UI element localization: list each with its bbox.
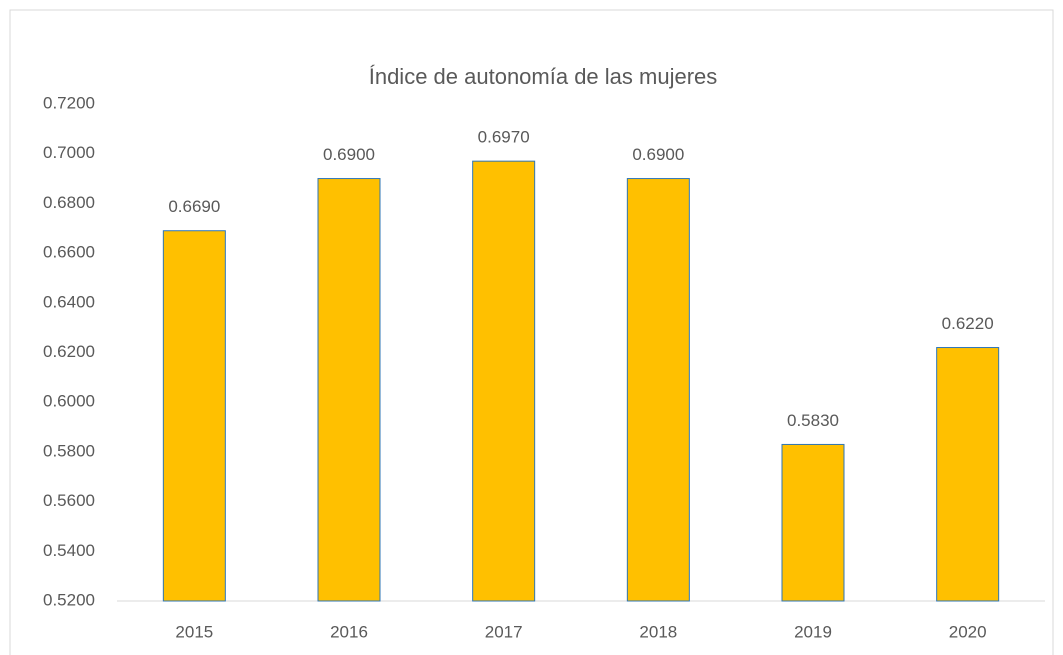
x-tick-label: 2019 — [794, 622, 832, 641]
y-tick-label: 0.6600 — [43, 243, 95, 262]
data-label: 0.6900 — [323, 145, 375, 164]
y-tick-label: 0.5400 — [43, 541, 95, 560]
bar — [626, 178, 690, 602]
x-tick-label: 2020 — [949, 622, 987, 641]
y-tick-label: 0.6400 — [43, 292, 95, 311]
y-tick-label: 0.7000 — [43, 143, 95, 162]
x-tick-label: 2017 — [485, 622, 523, 641]
bar — [162, 230, 226, 602]
y-tick-label: 0.6800 — [43, 193, 95, 212]
bar — [781, 443, 845, 602]
y-tick-label: 0.5200 — [43, 590, 95, 609]
y-tick-label: 0.6000 — [43, 392, 95, 411]
data-label: 0.6970 — [478, 128, 530, 147]
x-tick-label: 2018 — [639, 622, 677, 641]
data-label: 0.6900 — [632, 145, 684, 164]
data-label: 0.6690 — [168, 197, 220, 216]
data-label: 0.6220 — [942, 314, 994, 333]
y-tick-label: 0.5800 — [43, 441, 95, 460]
chart-title: Índice de autonomía de las mujeres — [369, 64, 718, 89]
x-tick-label: 2016 — [330, 622, 368, 641]
bar — [936, 347, 1000, 602]
y-tick-label: 0.6200 — [43, 342, 95, 361]
y-tick-label: 0.7200 — [43, 93, 95, 112]
bar — [317, 178, 381, 602]
bar — [472, 160, 536, 602]
y-tick-label: 0.5600 — [43, 491, 95, 510]
data-label: 0.5830 — [787, 411, 839, 430]
x-tick-label: 2015 — [175, 622, 213, 641]
